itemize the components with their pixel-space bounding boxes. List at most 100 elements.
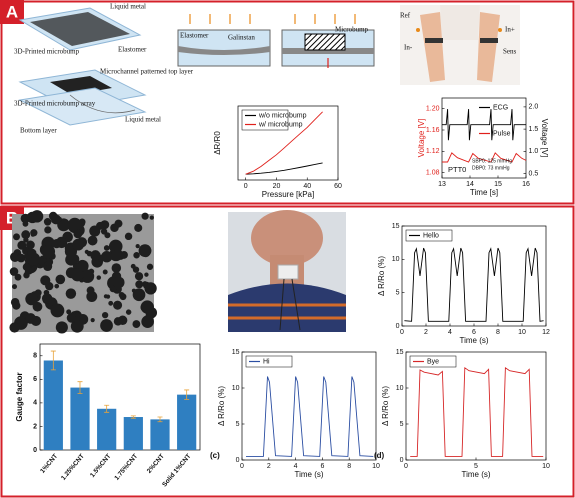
- annotation: SBP0: 125 mmHg: [472, 158, 512, 164]
- pore: [101, 311, 109, 319]
- x-tick-label: 10: [372, 463, 380, 470]
- pore: [75, 312, 81, 318]
- y-tick-label: 1.16: [426, 127, 440, 134]
- x-tick-label: 2: [267, 463, 271, 470]
- x-tick-label: 8: [347, 463, 351, 470]
- x-tick-label: 0: [400, 329, 404, 336]
- x-tick-label: Solid 1%CNT: [161, 453, 192, 489]
- x-tick-label: 10: [542, 463, 550, 470]
- device-diagram: [18, 7, 147, 126]
- x-tick-label: 4: [294, 463, 298, 470]
- pore: [23, 253, 29, 259]
- x-tick-label: 0: [240, 463, 244, 470]
- bar: [150, 419, 170, 450]
- legend-label: Pulse: [493, 130, 511, 137]
- legend-box: [409, 355, 457, 368]
- pore: [73, 229, 83, 239]
- pore: [30, 315, 42, 327]
- x-tick-label: 1.25%CNT: [60, 453, 86, 482]
- pore: [138, 244, 152, 258]
- y-axis-label: Δ R/Ro (%): [217, 386, 226, 426]
- y-tick-label: 1.20: [426, 106, 440, 113]
- diagram-label: Liquid metal: [110, 3, 146, 11]
- x-tick-label: 60: [334, 183, 342, 190]
- y-tick-label: 10: [396, 385, 404, 392]
- pore: [44, 226, 52, 234]
- legend-box: [405, 229, 453, 242]
- pore: [132, 320, 141, 328]
- series-line: [245, 162, 323, 175]
- x-tick-label: 2%CNT: [146, 453, 166, 475]
- cross-section: [177, 14, 375, 68]
- pore: [149, 215, 154, 220]
- pore: [34, 289, 42, 297]
- y-axis-label: Δ R/Ro (%): [377, 256, 386, 296]
- x-tick-label: 12: [542, 329, 550, 336]
- pore: [135, 244, 140, 249]
- photo-label: Ref: [400, 12, 411, 20]
- pore: [141, 212, 149, 220]
- y2-tick-label: 0.5: [529, 170, 539, 177]
- x-tick-label: 0: [244, 183, 248, 190]
- bar: [177, 394, 197, 450]
- pore: [144, 314, 151, 321]
- error-bar: [184, 389, 190, 400]
- pore: [72, 238, 85, 251]
- neck-photo: [228, 210, 346, 332]
- series-line: [404, 247, 544, 322]
- pore: [41, 293, 53, 304]
- pore: [132, 288, 146, 302]
- photo-label: In-: [404, 44, 413, 52]
- error-bar: [157, 416, 163, 423]
- bar: [43, 360, 63, 450]
- pore: [43, 218, 52, 226]
- pore: [13, 233, 20, 241]
- series-line: [410, 366, 544, 457]
- y-tick-label: 1.12: [426, 148, 440, 155]
- pore: [113, 300, 123, 310]
- pore: [48, 211, 58, 221]
- plot-frame: [405, 351, 547, 461]
- y2-axis-label: Voltage [V]: [540, 119, 549, 158]
- pore: [65, 288, 77, 299]
- pore: [142, 281, 148, 287]
- pore: [54, 283, 60, 289]
- pore: [141, 315, 154, 328]
- photo-label: In+: [505, 26, 515, 34]
- pore: [103, 245, 110, 251]
- legend-label: ECG: [493, 104, 508, 111]
- x-axis-label: Pressure [kPa]: [262, 190, 314, 199]
- pore: [17, 240, 27, 250]
- error-bar: [77, 381, 83, 394]
- pore: [65, 253, 78, 266]
- x-tick-label: 2: [424, 329, 428, 336]
- y-tick-label: 5: [396, 290, 400, 297]
- error-bar: [104, 404, 110, 413]
- pore: [131, 288, 136, 293]
- pore: [16, 253, 26, 263]
- pore: [125, 309, 132, 315]
- x-tick-label: 8: [496, 329, 500, 336]
- pore: [86, 291, 98, 302]
- pore: [12, 284, 18, 290]
- pore: [146, 263, 154, 270]
- legend-label: Hi: [263, 358, 270, 365]
- pore: [42, 258, 47, 263]
- plot-frame: [39, 343, 201, 451]
- pore: [147, 288, 154, 294]
- legend-label: Bye: [427, 358, 439, 365]
- y2-tick-label: 2.0: [529, 104, 539, 111]
- diagram-label: Bottom layer: [20, 127, 57, 135]
- pore: [114, 219, 123, 228]
- pore: [21, 230, 31, 240]
- pore: [32, 301, 43, 312]
- panel-b-border: [0, 205, 575, 498]
- pore: [71, 268, 84, 282]
- pore: [57, 216, 62, 222]
- y-tick-label: 1.08: [426, 170, 440, 177]
- pore: [135, 280, 144, 289]
- pore: [23, 237, 29, 243]
- pore: [90, 318, 95, 323]
- pore: [9, 322, 20, 333]
